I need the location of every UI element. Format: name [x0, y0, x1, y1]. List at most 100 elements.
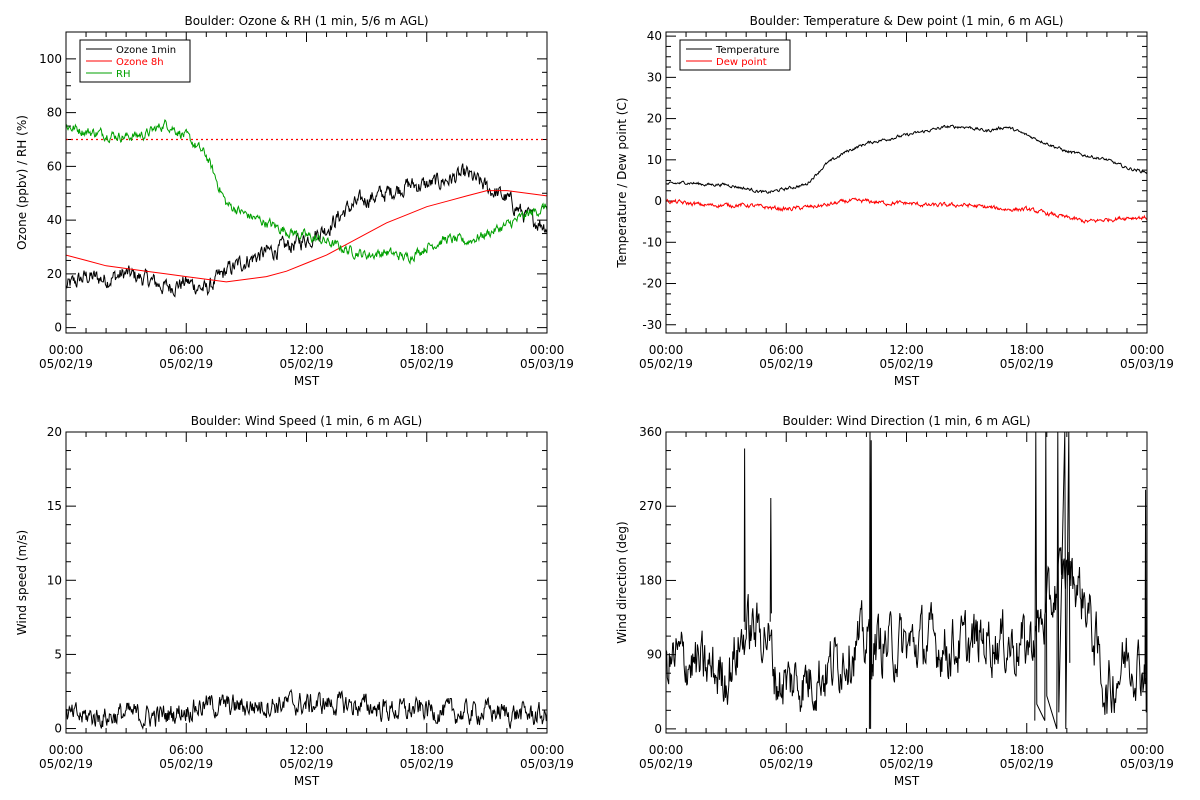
y-tick-label: 180 [639, 573, 662, 587]
y-tick-label: 10 [647, 153, 662, 167]
x-tick-date-label: 05/03/19 [1120, 357, 1174, 371]
y-tick-label: 0 [654, 194, 662, 208]
x-axis-label: MST [294, 374, 320, 388]
plot-frame [665, 31, 1148, 334]
series-line-2 [666, 197, 1147, 224]
legend-label: Dew point [716, 57, 767, 68]
x-tick-date-label: 05/02/19 [880, 757, 934, 771]
plot-frame [665, 431, 1148, 734]
series-line-5 [1034, 432, 1071, 730]
y-axis-label: Temperature / Dew point (C) [615, 97, 629, 268]
x-tick-label: 00:00 [530, 743, 565, 757]
x-tick-date-label: 05/02/19 [639, 757, 693, 771]
x-tick-date-label: 05/02/19 [639, 357, 693, 371]
x-tick-date-label: 05/03/19 [1120, 757, 1174, 771]
x-tick-label: 00:00 [49, 343, 84, 357]
chart-panel-1: Boulder: Ozone & RH (1 min, 5/6 m AGL) 0 2… [15, 14, 574, 388]
x-tick-label: 00:00 [530, 343, 565, 357]
series-line-2 [66, 190, 547, 283]
y-tick-label: 0 [54, 321, 62, 335]
chart-title: Boulder: Temperature & Dew point (1 min,… [750, 14, 1064, 28]
x-tick-date-label: 05/03/19 [520, 757, 574, 771]
y-tick-label: -20 [642, 277, 662, 291]
x-tick-label: 00:00 [49, 743, 84, 757]
chart-title: Boulder: Wind Direction (1 min, 6 m AGL) [782, 414, 1030, 428]
plot-frame [65, 31, 548, 334]
plot-frame [65, 431, 548, 734]
x-tick-label: 18:00 [1009, 343, 1044, 357]
y-tick-label: 0 [54, 722, 62, 736]
y-tick-label: 80 [47, 106, 62, 120]
legend-box [679, 39, 791, 71]
x-tick-date-label: 05/02/19 [280, 357, 334, 371]
y-tick-label: 40 [647, 29, 662, 43]
y-tick-label: 90 [647, 648, 662, 662]
y-axis-label: Wind direction (deg) [615, 521, 629, 643]
legend-label: Temperature [715, 45, 779, 56]
x-tick-date-label: 05/02/19 [400, 357, 454, 371]
x-tick-label: 18:00 [409, 743, 444, 757]
chart-panel-3: Boulder: Wind Speed (1 min, 6 m AGL) 0 5 10… [15, 414, 574, 788]
y-tick-label: 360 [639, 425, 662, 439]
series-line-6 [1144, 489, 1147, 713]
x-tick-label: 00:00 [649, 343, 684, 357]
chart-panel-2: Boulder: Temperature & Dew point (1 min,… [615, 14, 1174, 388]
x-axis-label: MST [294, 774, 320, 788]
x-tick-date-label: 05/02/19 [880, 357, 934, 371]
y-tick-label: 270 [639, 499, 662, 513]
x-tick-label: 06:00 [169, 343, 204, 357]
y-tick-label: 10 [47, 573, 62, 587]
x-tick-label: 12:00 [289, 743, 324, 757]
y-tick-label: 0 [654, 722, 662, 736]
chart-panel-4: Boulder: Wind Direction (1 min, 6 m AGL)… [615, 414, 1174, 788]
x-axis-label: MST [894, 774, 920, 788]
x-tick-label: 12:00 [289, 343, 324, 357]
x-tick-label: 12:00 [889, 743, 924, 757]
y-tick-label: 30 [647, 70, 662, 84]
x-tick-date-label: 05/02/19 [280, 757, 334, 771]
x-tick-label: 18:00 [1009, 743, 1044, 757]
x-tick-date-label: 05/02/19 [1000, 757, 1054, 771]
legend-label: Ozone 8h [116, 57, 164, 68]
series-line-1 [66, 163, 547, 298]
y-axis-label: Wind speed (m/s) [15, 530, 29, 635]
x-tick-date-label: 05/02/19 [39, 757, 93, 771]
y-tick-label: 60 [47, 159, 62, 173]
x-tick-label: 00:00 [649, 743, 684, 757]
y-tick-label: 20 [47, 267, 62, 281]
y-tick-label: 20 [47, 425, 62, 439]
x-tick-date-label: 05/02/19 [1000, 357, 1054, 371]
x-tick-label: 00:00 [1130, 343, 1165, 357]
series-line-3 [66, 119, 547, 265]
x-tick-label: 12:00 [889, 343, 924, 357]
x-tick-label: 06:00 [769, 743, 804, 757]
x-tick-date-label: 05/02/19 [159, 357, 213, 371]
legend-label: Ozone 1min [116, 45, 176, 56]
x-tick-label: 18:00 [409, 343, 444, 357]
y-tick-label: -30 [642, 318, 662, 332]
series-line-1 [66, 688, 547, 730]
chart-title: Boulder: Ozone & RH (1 min, 5/6 m AGL) [184, 14, 428, 28]
y-tick-label: 5 [54, 647, 62, 661]
series-line-4 [868, 432, 873, 729]
x-tick-label: 00:00 [1130, 743, 1165, 757]
y-tick-label: 15 [47, 499, 62, 513]
x-axis-label: MST [894, 374, 920, 388]
x-tick-date-label: 05/02/19 [159, 757, 213, 771]
series-line-3 [769, 497, 772, 622]
y-tick-label: 40 [47, 213, 62, 227]
x-tick-label: 06:00 [169, 743, 204, 757]
x-tick-date-label: 05/02/19 [39, 357, 93, 371]
y-tick-label: -10 [642, 235, 662, 249]
y-axis-label: Ozone (ppbv) / RH (%) [15, 115, 29, 250]
x-tick-date-label: 05/03/19 [520, 357, 574, 371]
legend-label: RH [116, 69, 130, 80]
y-tick-label: 100 [39, 52, 62, 66]
series-line-1 [666, 124, 1147, 194]
x-tick-date-label: 05/02/19 [759, 357, 813, 371]
x-tick-date-label: 05/02/19 [759, 757, 813, 771]
chart-title: Boulder: Wind Speed (1 min, 6 m AGL) [191, 414, 423, 428]
